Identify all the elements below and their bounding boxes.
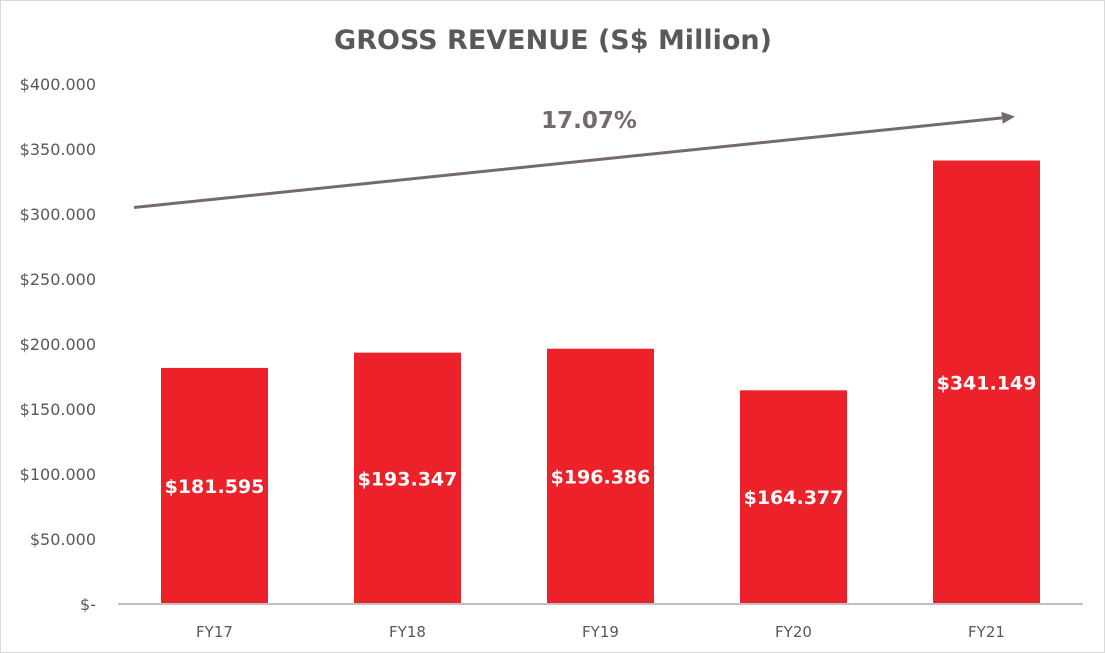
bars: [161, 160, 1040, 605]
y-tick-label: $400.000: [20, 75, 96, 94]
x-tick-label: FY19: [582, 623, 619, 641]
y-axis-labels: $- $50.000 $100.000 $150.000 $200.000 $250.00…: [20, 75, 96, 614]
x-tick-label: FY20: [775, 623, 812, 641]
growth-arrow-head: [1001, 111, 1015, 124]
y-tick-label: $-: [80, 595, 96, 614]
chart-title: GROSS REVENUE (S$ Million): [334, 25, 772, 56]
y-tick-label: $100.000: [20, 465, 96, 484]
bar-fy20: [740, 390, 847, 604]
bar-fy21: [933, 160, 1040, 605]
growth-annotation: 17.07%: [133, 108, 1015, 209]
data-label: $196.386: [551, 466, 651, 488]
x-tick-label: FY21: [968, 623, 1005, 641]
bar-fy19: [547, 348, 654, 604]
data-label: $181.595: [165, 476, 265, 498]
y-tick-label: $300.000: [20, 205, 96, 224]
x-tick-label: FY17: [196, 623, 233, 641]
bar-fy18: [354, 352, 461, 604]
y-tick-label: $150.000: [20, 400, 96, 419]
growth-rate-label: 17.07%: [541, 108, 637, 134]
data-label: $341.149: [937, 372, 1037, 394]
y-tick-label: $250.000: [20, 270, 96, 289]
y-tick-label: $50.000: [30, 530, 96, 549]
y-tick-label: $350.000: [20, 140, 96, 159]
x-axis-labels: FY17 FY18 FY19 FY20 FY21: [196, 623, 1005, 641]
growth-arrow-line: [133, 116, 1003, 209]
x-tick-label: FY18: [389, 623, 426, 641]
data-labels: $181.595 $193.347 $196.386 $164.377 $341.149: [165, 372, 1037, 509]
data-label: $164.377: [744, 487, 844, 509]
y-tick-label: $200.000: [20, 335, 96, 354]
bar-fy17: [161, 367, 268, 604]
data-label: $193.347: [358, 468, 458, 490]
